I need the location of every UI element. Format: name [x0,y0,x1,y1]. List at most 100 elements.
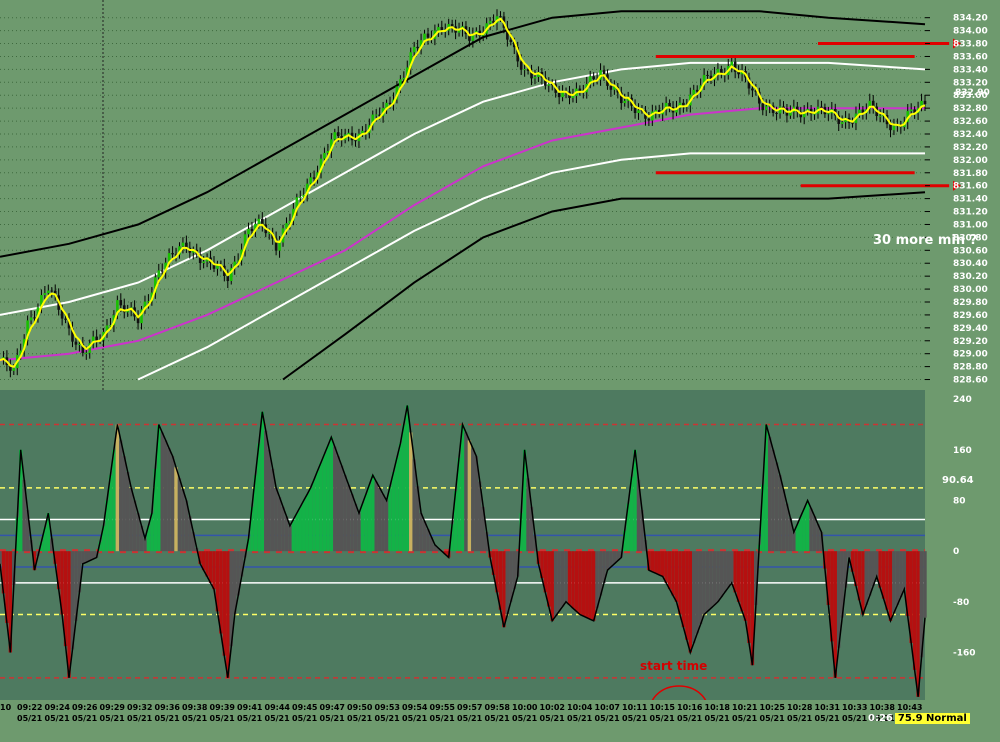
oscillator-bar [67,551,71,678]
oscillator-bar [405,405,409,552]
price-bar-body [758,91,761,104]
oscillator-bar [84,551,88,563]
oscillator-bar [236,551,240,596]
oscillator-bar [91,551,95,560]
oscillator-bar [667,551,672,590]
oscillator-bar [719,551,724,598]
price-bar-body [544,77,547,86]
price-bar-body [67,319,71,329]
time-tick-label: 10 [0,703,12,712]
oscillator-bar [219,551,223,634]
oscillator-bar [333,446,337,552]
oscillator-bar [512,551,516,590]
price-bar-body [236,260,240,262]
price-bar-body [651,111,654,121]
price-bar-body [171,253,174,255]
oscillator-bar [588,551,592,620]
oscillator-bar [840,551,844,618]
oscillator-bar [560,551,565,607]
oscillator-bar [8,551,13,653]
date-tick-label: 05/21 [622,714,648,723]
price-bar-body [36,307,40,318]
price-bar-body [416,46,419,49]
oscillator-bar [308,487,313,552]
oscillator-bar [388,486,392,552]
price-bar-body [906,111,910,123]
oscillator-bar [868,551,872,596]
price-bar-body [50,290,54,292]
time-tick-label: 09:32 [127,703,152,712]
price-bar-body [526,69,530,71]
oscillator-bar [567,551,572,605]
time-tick-label: 09:47 [320,703,345,712]
oscillator-tick-label: 160 [953,446,972,456]
price-tick-label: 831.00 [953,220,988,230]
price-bar-body [243,234,247,250]
oscillator-bar [302,500,306,552]
price-bar-body [267,232,271,234]
price-bar-body [858,109,861,114]
price-bar-body [506,27,509,40]
oscillator-bar [329,437,334,552]
price-bar-body [364,130,368,133]
oscillator-bar [657,551,661,575]
price-bar-body [613,86,616,90]
date-tick-label: 05/21 [347,714,373,723]
oscillator-bar [291,519,296,552]
oscillator-bar [105,500,109,552]
oscillator-bar [88,551,92,561]
oscillator-bar [264,430,268,552]
date-tick-label: 05/21 [787,714,813,723]
oscillator-bar [616,551,620,561]
time-tick-label: 09:26 [72,703,98,712]
price-bar-body [592,76,595,80]
oscillator-bar [433,544,437,552]
oscillator-bar [495,551,499,593]
oscillator-bar [174,467,178,552]
time-tick-label: 09:57 [457,703,482,712]
oscillator-bar [761,484,765,552]
price-tick-label: 829.40 [953,324,988,334]
price-bar-body [43,293,47,296]
price-axis-ticks: 834.20 834.00 833.80 833.60 833.40 833.20 833.… [925,14,988,386]
oscillator-bar [698,551,703,624]
price-bar-body [340,136,343,140]
price-bar-body [378,114,381,116]
oscillator-bar [201,551,206,571]
oscillator-bar [288,525,292,552]
oscillator-bar [233,551,237,615]
oscillator-bar [457,457,461,552]
oscillator-bar [833,551,837,678]
oscillator-bar [764,424,768,552]
price-tick-label: 830.60 [953,246,988,256]
moving-average-band [137,152,925,381]
price-bar-body [302,194,306,197]
price-bar-body [837,115,841,124]
price-bar-body [537,71,540,77]
oscillator-bar [743,551,748,621]
time-tick-label: 10:21 [732,703,758,712]
oscillator-bar [270,468,275,552]
price-bar-body [827,113,830,115]
oscillator-bar [837,551,841,648]
price-bar-body [60,309,64,319]
oscillator-bar [163,440,168,552]
time-tick-label: 09:36 [155,703,181,712]
price-bar-body [523,69,526,71]
price-tick-label: 834.20 [953,14,988,24]
oscillator-bar [474,456,479,552]
oscillator-bar [809,508,813,552]
oscillator-bar [391,472,396,552]
oscillator-bar [767,437,772,552]
price-bar-body [702,74,706,86]
level-arrow-head [953,38,961,49]
price-tick-label: 832.40 [953,130,988,140]
price-bar-body [116,300,119,316]
oscillator-bar [581,551,586,617]
price-bar-body [247,228,250,235]
price-bar-body [423,33,426,41]
oscillator-bar [395,457,399,552]
oscillator-bar [605,551,610,571]
price-bar-body [602,70,606,75]
oscillator-bar [284,516,289,552]
